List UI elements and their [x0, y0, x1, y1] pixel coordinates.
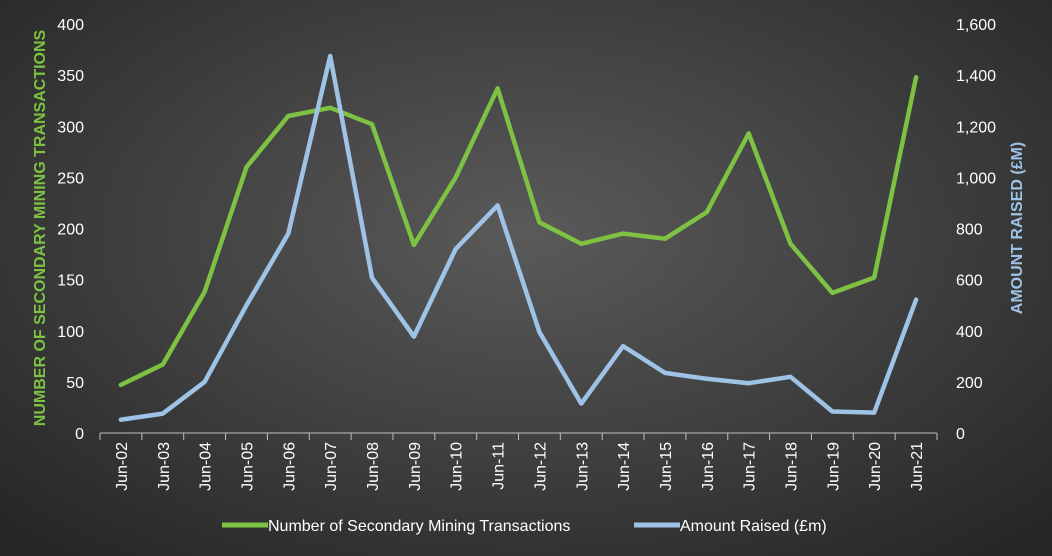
left-tick-label: 150	[57, 273, 84, 290]
right-tick-label: 200	[956, 375, 983, 392]
right-axis-ticks: 0 200 400 600 800 1,000 1,200 1,400 1,600	[956, 17, 996, 443]
right-tick-label: 800	[956, 222, 983, 239]
x-tick-label: Jun-13	[574, 442, 591, 491]
x-tick-label: Jun-15	[658, 442, 675, 491]
legend-label-amount: Amount Raised (£m)	[680, 518, 827, 535]
x-tick-label: Jun-04	[198, 442, 215, 491]
x-tick-label: Jun-07	[323, 442, 340, 491]
series-lines	[118, 53, 919, 422]
x-axis-ticks: Jun-02 Jun-03 Jun-04 Jun-05 Jun-06 Jun-07 Jun-…	[99, 433, 938, 491]
x-tick-label: Jun-12	[532, 442, 549, 491]
right-tick-label: 1,400	[956, 68, 996, 85]
x-tick-label: Jun-16	[700, 442, 717, 491]
series-line-amount-raised	[118, 53, 919, 422]
right-axis-title: AMOUNT RAISED (£M)	[1009, 142, 1026, 314]
left-tick-label: 50	[66, 375, 84, 392]
right-tick-label: 1,200	[956, 119, 996, 136]
left-tick-label: 300	[57, 119, 84, 136]
x-tick-label: Jun-18	[784, 442, 801, 491]
x-tick-label: Jun-03	[156, 442, 173, 491]
x-tick-label: Jun-11	[491, 442, 508, 490]
x-tick-label: Jun-17	[742, 442, 759, 491]
right-tick-label: 600	[956, 273, 983, 290]
right-tick-label: 0	[956, 426, 965, 443]
left-tick-label: 400	[57, 17, 84, 34]
left-tick-label: 250	[57, 170, 84, 187]
x-tick-label: Jun-06	[281, 442, 298, 491]
x-tick-label: Jun-20	[867, 442, 884, 491]
x-tick-label: Jun-19	[825, 442, 842, 491]
left-tick-label: 350	[57, 68, 84, 85]
x-tick-label: Jun-05	[239, 442, 256, 491]
legend: Number of Secondary Mining Transactions …	[222, 518, 827, 535]
legend-label-transactions: Number of Secondary Mining Transactions	[268, 518, 570, 535]
x-tick-label: Jun-14	[616, 442, 633, 491]
x-tick-label: Jun-10	[449, 442, 466, 491]
x-tick-label: Jun-09	[407, 442, 424, 491]
x-tick-label: Jun-08	[365, 442, 382, 491]
x-tick-label: Jun-02	[114, 442, 131, 491]
left-tick-label: 0	[75, 426, 84, 443]
right-tick-label: 1,600	[956, 17, 996, 34]
series-line-transactions	[118, 74, 919, 388]
left-axis-title: NUMBER OF SECONDARY MINING TRANSACTIONS	[32, 29, 49, 426]
x-tick-label: Jun-21	[909, 442, 926, 491]
right-tick-label: 1,000	[956, 170, 996, 187]
right-tick-label: 400	[956, 324, 983, 341]
left-tick-label: 200	[57, 222, 84, 239]
left-axis-ticks: 0 50 100 150 200 250 300 350 400	[57, 17, 84, 443]
left-tick-label: 100	[57, 324, 84, 341]
